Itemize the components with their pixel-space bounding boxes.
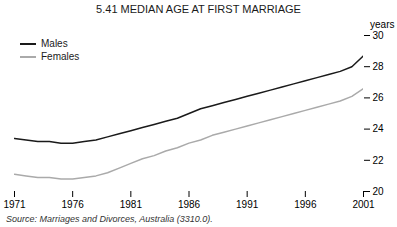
svg-text:26: 26 [373,92,385,103]
svg-text:20: 20 [373,186,385,197]
svg-text:1991: 1991 [236,199,259,210]
html-text:5.41 MEDIAN AGE AT FIRST MARRI: 5.41 MEDIAN AGE AT FIRST MARRIAGE [96,3,301,15]
html-text:Source: Marriages and Divorces: Source: Marriages and Divorces, Australi… [6,214,213,224]
svg-text:1981: 1981 [120,199,143,210]
svg-text:years: years [370,19,394,30]
svg-text:22: 22 [373,155,385,166]
svg-text:1996: 1996 [294,199,317,210]
html-text:Males: Males [41,38,68,49]
svg-text:1971: 1971 [3,199,26,210]
svg-text:24: 24 [373,123,385,134]
svg-text:2001: 2001 [352,199,375,210]
svg-text:28: 28 [373,61,385,72]
svg-text:1976: 1976 [62,199,85,210]
svg-text:1986: 1986 [178,199,201,210]
svg-text:30: 30 [373,30,385,41]
html-text:Females: Females [41,51,80,62]
